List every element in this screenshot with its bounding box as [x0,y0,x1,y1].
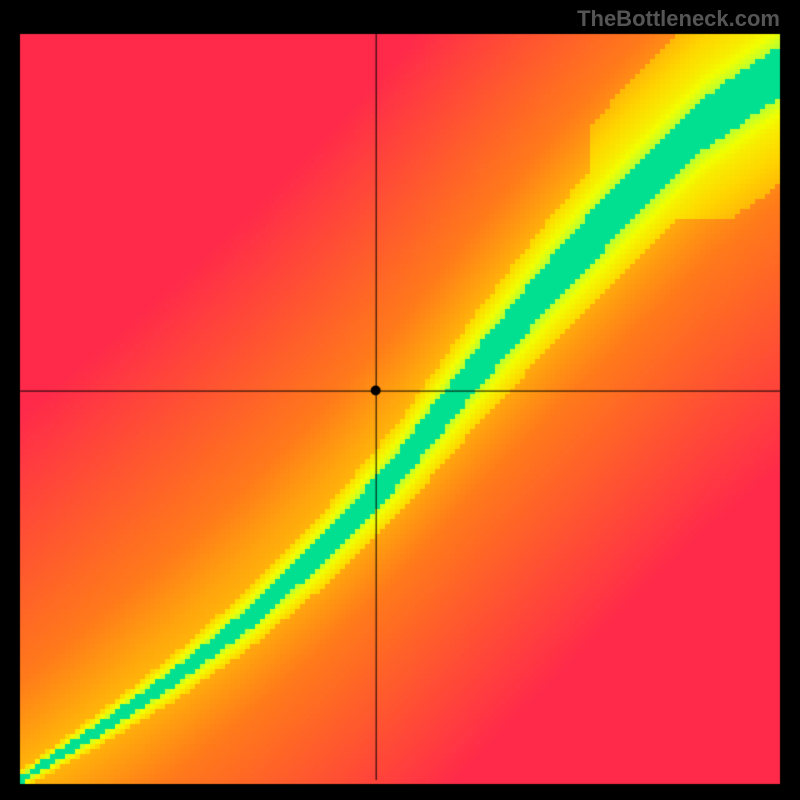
crosshair-overlay [0,0,800,800]
chart-container: TheBottleneck.com [0,0,800,800]
watermark-text: TheBottleneck.com [577,6,780,32]
